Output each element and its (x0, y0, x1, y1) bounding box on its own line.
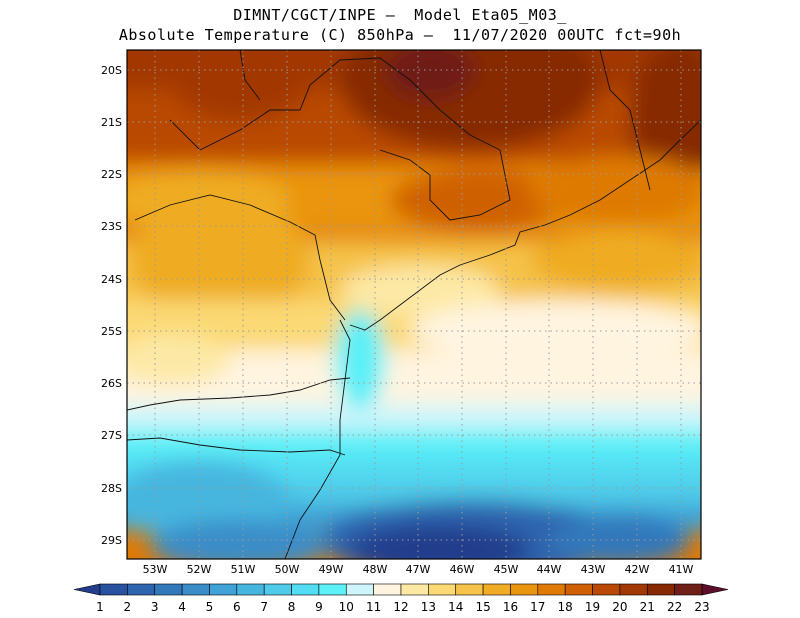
lon-label: 46W (450, 563, 475, 576)
colorbar-swatch (154, 583, 183, 596)
lat-label: 24S (101, 273, 122, 286)
lon-label: 43W (581, 563, 606, 576)
colorbar-swatch (455, 583, 484, 596)
colorbar-label: 23 (694, 600, 709, 614)
map-frame (126, 49, 702, 560)
colorbar-swatch (127, 583, 156, 596)
title-line-1: DIMNT/CGCT/INPE – Model Eta05_M03_ (233, 6, 567, 24)
colorbar-swatch (291, 583, 320, 596)
lat-label: 23S (101, 220, 122, 233)
lat-label: 22S (101, 168, 122, 181)
lon-label: 49W (319, 563, 344, 576)
colorbar-label: 18 (558, 600, 573, 614)
lat-label: 28S (101, 482, 122, 495)
colorbar-arrow-high (701, 583, 729, 596)
colorbar-swatch (263, 583, 292, 596)
colorbar-swatch (236, 583, 265, 596)
colorbar-swatch (373, 583, 402, 596)
colorbar-label: 1 (96, 600, 104, 614)
lon-label: 42W (625, 563, 650, 576)
lon-label: 52W (187, 563, 212, 576)
lat-label: 25S (101, 325, 122, 338)
lon-label: 47W (406, 563, 431, 576)
lon-label: 41W (669, 563, 694, 576)
latitude-labels: 20S 21S 22S 23S 24S 25S 26S 27S 28S 29S (101, 64, 122, 547)
title-line-2: Absolute Temperature (C) 850hPa – 11/07/… (118, 26, 682, 44)
colorbar-label: 11 (366, 600, 381, 614)
colorbar-swatch (482, 583, 511, 596)
colorbar-label: 6 (233, 600, 241, 614)
colorbar-label: 3 (151, 600, 159, 614)
colorbar-swatch (537, 583, 566, 596)
lon-label: 50W (275, 563, 300, 576)
lat-label: 26S (101, 377, 122, 390)
colorbar-label: 12 (393, 600, 408, 614)
colorbar-label: 14 (448, 600, 463, 614)
map-grid (127, 50, 701, 559)
colorbar-label: 9 (315, 600, 323, 614)
lat-label: 27S (101, 429, 122, 442)
colorbar-label: 5 (206, 600, 214, 614)
colorbar-label: 21 (640, 600, 655, 614)
colorbar-label: 10 (339, 600, 354, 614)
colorbar-label: 2 (124, 600, 132, 614)
colorbar-label: 16 (503, 600, 518, 614)
colorbar-swatch (345, 583, 374, 596)
colorbar-swatch (510, 583, 539, 596)
colorbar-swatch (209, 583, 238, 596)
colorbar-label: 17 (530, 600, 545, 614)
lon-label: 51W (231, 563, 256, 576)
colorbar-swatch (674, 583, 703, 596)
lon-label: 44W (537, 563, 562, 576)
colorbar-swatch (99, 583, 128, 596)
lat-label: 20S (101, 64, 122, 77)
colorbar-swatch (181, 583, 210, 596)
colorbar-label: 19 (585, 600, 600, 614)
colorbar-label: 4 (178, 600, 186, 614)
lon-label: 45W (494, 563, 519, 576)
colorbar-swatch (564, 583, 593, 596)
colorbar-swatch (619, 583, 648, 596)
colorbar-label: 13 (421, 600, 436, 614)
longitude-labels: 53W 52W 51W 50W 49W 48W 47W 46W 45W 44W … (143, 563, 694, 576)
colorbar-label: 22 (667, 600, 682, 614)
colorbar-swatch (592, 583, 621, 596)
colorbar-swatch (428, 583, 457, 596)
colorbar-swatch (318, 583, 347, 596)
colorbar-swatch (646, 583, 675, 596)
colorbar-arrow-low (73, 583, 101, 596)
colorbar-label: 15 (475, 600, 490, 614)
colorbar-swatch (400, 583, 429, 596)
lat-label: 29S (101, 534, 122, 547)
temperature-field (127, 50, 701, 559)
lon-label: 53W (143, 563, 168, 576)
colorbar-label: 20 (612, 600, 627, 614)
coastline-and-borders (127, 50, 701, 559)
lon-label: 48W (363, 563, 388, 576)
colorbar-label: 8 (288, 600, 296, 614)
colorbar: 1 2 3 4 5 6 7 8 9 10 11 12 13 14 15 16 17 18 19 20 21 22 23 (73, 583, 729, 614)
colorbar-label: 7 (260, 600, 268, 614)
lat-label: 21S (101, 116, 122, 129)
